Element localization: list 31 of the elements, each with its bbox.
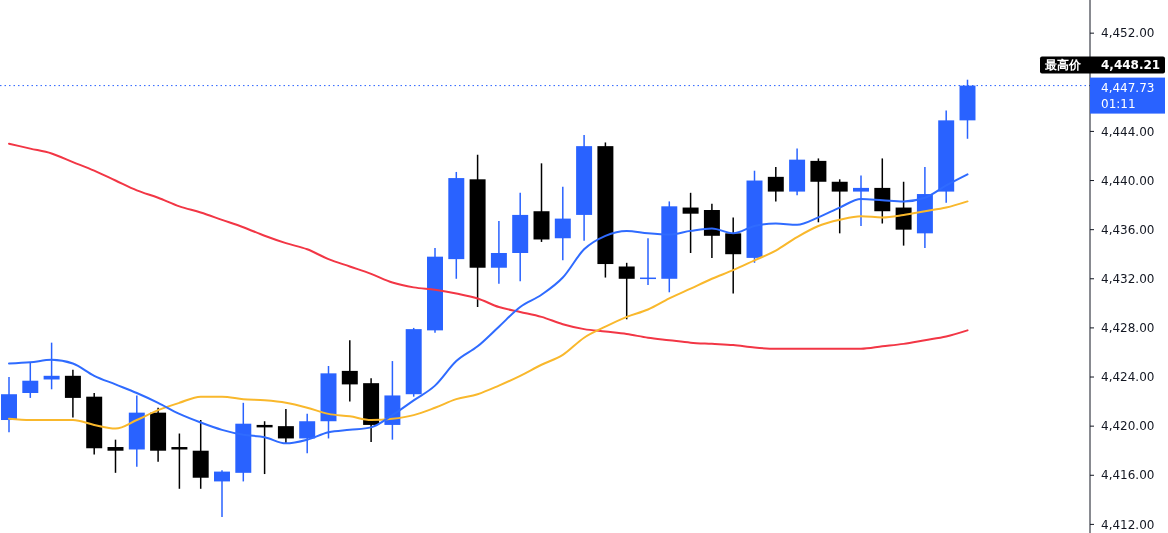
candlestick <box>874 157 891 225</box>
candlestick <box>554 185 571 262</box>
y-tick-label: 4,440.00 <box>1101 173 1155 188</box>
text: 01:11 <box>1101 96 1136 111</box>
y-tick-label: 4,428.00 <box>1101 321 1155 336</box>
candlestick <box>810 157 827 224</box>
candlestick <box>831 178 848 235</box>
y-tick-label: 4,424.00 <box>1101 370 1155 385</box>
candlestick <box>725 216 742 295</box>
candlestick <box>682 192 699 254</box>
y-tick-label: 4,412.00 <box>1101 517 1155 532</box>
y-tick-label: 4,420.00 <box>1101 419 1155 434</box>
y-tick-label: 4,444.00 <box>1101 124 1155 139</box>
text: 4,447.73 <box>1101 80 1155 95</box>
candlestick <box>64 368 81 419</box>
y-tick-label: 4,432.00 <box>1101 271 1155 286</box>
y-tick-label: 4,436.00 <box>1101 222 1155 237</box>
text: 4,448.21 <box>1101 57 1161 72</box>
candlestick <box>490 220 507 285</box>
y-tick-label: 4,452.00 <box>1101 26 1155 41</box>
candlestick <box>895 181 912 247</box>
line-series <box>8 142 969 350</box>
y-tick-label: 4,416.00 <box>1101 468 1155 483</box>
annotation: 最高价 <box>1044 57 1082 72</box>
candlestick <box>277 408 294 445</box>
candlestick <box>107 438 124 474</box>
candlestick <box>767 166 784 203</box>
candlestick <box>341 339 358 403</box>
candlestick <box>214 469 230 518</box>
candlestick <box>618 262 635 321</box>
candlestick <box>22 361 39 399</box>
